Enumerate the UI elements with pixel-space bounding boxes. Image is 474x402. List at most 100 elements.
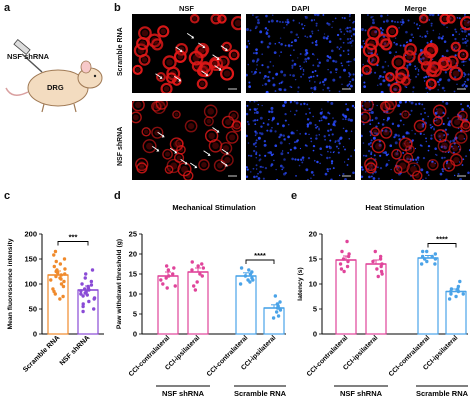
dapi-nucleus bbox=[257, 103, 260, 106]
dapi-nucleus bbox=[348, 73, 352, 76]
data-point bbox=[196, 264, 200, 268]
chart-c: 0 50 100 150 200 Mean fluorescence intensity S… bbox=[7, 230, 104, 374]
dapi-nucleus bbox=[377, 177, 380, 180]
dapi-nucleus bbox=[385, 19, 389, 23]
dapi-nucleus bbox=[414, 103, 418, 106]
data-point bbox=[159, 278, 163, 282]
data-point bbox=[200, 262, 204, 266]
dapi-nucleus bbox=[341, 113, 345, 116]
dapi-nucleus bbox=[294, 39, 297, 43]
dapi-nucleus bbox=[363, 154, 365, 157]
data-point bbox=[63, 267, 67, 271]
nsf-cell bbox=[188, 50, 204, 66]
dapi-nucleus bbox=[321, 154, 323, 156]
dapi-nucleus bbox=[415, 23, 419, 26]
dapi-nucleus bbox=[422, 178, 424, 180]
dapi-nucleus bbox=[418, 102, 421, 105]
dapi-nucleus bbox=[326, 86, 330, 90]
dapi-nucleus bbox=[345, 129, 348, 133]
dapi-nucleus bbox=[430, 22, 433, 25]
dapi-nucleus bbox=[341, 17, 344, 19]
dapi-nucleus bbox=[336, 46, 339, 49]
dapi-nucleus bbox=[255, 68, 258, 70]
dapi-nucleus bbox=[440, 37, 444, 40]
dapi-nucleus bbox=[425, 171, 429, 174]
data-point bbox=[166, 268, 171, 272]
dapi-nucleus bbox=[348, 75, 350, 78]
dapi-nucleus bbox=[463, 75, 465, 78]
dapi-nucleus bbox=[388, 159, 390, 162]
dapi-nucleus bbox=[461, 108, 465, 111]
dapi-nucleus bbox=[428, 19, 431, 21]
dapi-nucleus bbox=[327, 170, 329, 173]
dapi-nucleus bbox=[445, 49, 449, 53]
chart-title: Heat Stimulation bbox=[365, 203, 425, 212]
data-point bbox=[238, 282, 243, 286]
dapi-nucleus bbox=[439, 172, 443, 176]
dapi-nucleus bbox=[246, 175, 249, 179]
mouse-illustration bbox=[5, 38, 103, 113]
dapi-nucleus bbox=[430, 137, 433, 140]
data-point bbox=[342, 269, 346, 274]
dapi-nucleus bbox=[412, 36, 414, 39]
dapi-nucleus bbox=[372, 136, 376, 140]
dapi-nucleus bbox=[264, 154, 267, 157]
dapi-nucleus bbox=[304, 15, 308, 19]
dapi-nucleus bbox=[465, 155, 468, 158]
nsf-cell bbox=[391, 148, 402, 160]
dapi-nucleus bbox=[270, 163, 274, 166]
dapi-nucleus bbox=[445, 178, 448, 180]
dapi-nucleus bbox=[430, 134, 433, 137]
arrow-marker bbox=[220, 160, 228, 166]
dapi-nucleus bbox=[347, 49, 350, 52]
data-point bbox=[345, 264, 350, 269]
dapi-nucleus bbox=[401, 20, 405, 24]
dapi-nucleus bbox=[267, 151, 270, 154]
x-tick-label: CCI-contralateral bbox=[306, 334, 350, 378]
dapi-nucleus bbox=[278, 82, 281, 85]
y-tick-label: 15 bbox=[129, 270, 137, 279]
data-point bbox=[433, 257, 438, 261]
data-point bbox=[63, 272, 67, 276]
dapi-nucleus bbox=[284, 119, 287, 122]
dapi-nucleus bbox=[300, 23, 304, 26]
syringe-body bbox=[13, 38, 31, 56]
y-tick-label: 10 bbox=[129, 290, 137, 299]
dapi-nucleus bbox=[432, 29, 435, 32]
dapi-nucleus bbox=[319, 153, 322, 156]
dapi-nucleus bbox=[370, 16, 373, 19]
dapi-nucleus bbox=[348, 64, 350, 67]
data-point bbox=[191, 284, 196, 288]
dapi-nucleus bbox=[260, 132, 264, 136]
dapi-nucleus bbox=[425, 137, 427, 140]
dapi-nucleus bbox=[275, 73, 278, 76]
dapi-nucleus bbox=[247, 123, 250, 126]
dapi-nucleus bbox=[299, 103, 303, 106]
dapi-nucleus bbox=[281, 168, 283, 171]
dapi-nucleus bbox=[335, 145, 338, 148]
dapi-nucleus bbox=[461, 38, 465, 41]
dapi-nucleus bbox=[247, 40, 250, 42]
dapi-nucleus bbox=[438, 78, 442, 82]
dapi-nucleus bbox=[344, 118, 347, 121]
dapi-nucleus bbox=[401, 23, 403, 26]
dapi-nucleus bbox=[255, 164, 258, 167]
dapi-nucleus bbox=[388, 51, 392, 55]
y-tick-label: 50 bbox=[29, 305, 37, 314]
nsf-cell bbox=[367, 53, 380, 66]
dapi-nucleus bbox=[395, 42, 398, 46]
dapi-nucleus bbox=[249, 108, 252, 111]
dapi-nucleus bbox=[276, 178, 278, 180]
bar bbox=[417, 257, 439, 335]
nsf-cell bbox=[365, 162, 377, 174]
dapi-nucleus bbox=[262, 166, 264, 168]
dapi-nucleus bbox=[246, 166, 248, 169]
data-point bbox=[164, 264, 169, 268]
dapi-nucleus bbox=[304, 57, 308, 61]
dapi-nucleus bbox=[407, 132, 410, 135]
dapi-nucleus bbox=[339, 37, 342, 41]
dapi-nucleus bbox=[463, 73, 467, 76]
dapi-nucleus bbox=[404, 85, 407, 88]
data-point bbox=[425, 259, 429, 264]
micrograph-shrna-merge bbox=[361, 101, 470, 180]
